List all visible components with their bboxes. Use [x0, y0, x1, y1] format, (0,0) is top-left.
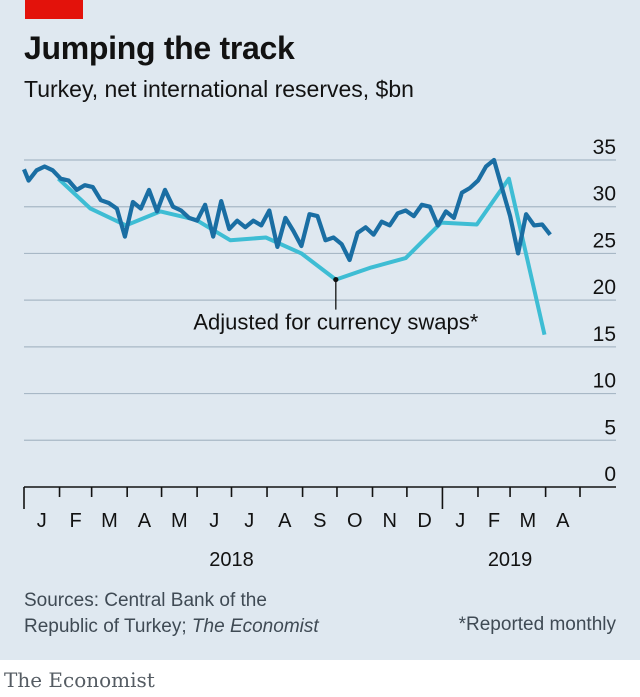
- source-line-2-plain: Republic of Turkey;: [24, 616, 192, 637]
- x-year-label: 2019: [488, 549, 533, 571]
- chart-subtitle: Turkey, net international reserves, $bn: [24, 76, 414, 102]
- footnote: *Reported monthly: [458, 614, 616, 635]
- y-tick-label: 5: [604, 416, 616, 439]
- x-month-label: A: [278, 510, 292, 532]
- publisher-logo: The Economist: [4, 668, 155, 692]
- x-month-label: J: [37, 510, 47, 532]
- x-month-label: S: [313, 510, 326, 532]
- y-tick-label: 15: [593, 323, 616, 346]
- source-note: Sources: Central Bank of the Republic of…: [24, 588, 319, 640]
- series-line-main: [22, 157, 552, 263]
- x-month-label: M: [101, 510, 118, 532]
- x-month-label: D: [417, 510, 431, 532]
- x-month-label: N: [382, 510, 396, 532]
- brand-red-tag: [25, 0, 83, 19]
- x-month-label: M: [171, 510, 188, 532]
- x-month-label: F: [69, 510, 81, 532]
- y-tick-label: 35: [593, 136, 616, 159]
- annotation: Adjusted for currency swaps*: [193, 276, 479, 335]
- x-month-label: J: [209, 510, 219, 532]
- y-tick-label: 25: [593, 229, 616, 252]
- source-line-1: Sources: Central Bank of the: [24, 590, 267, 611]
- source-line-2-italic: The Economist: [191, 616, 319, 637]
- x-month-label: F: [488, 510, 500, 532]
- series-line-adjusted: [57, 176, 547, 336]
- x-month-label: J: [455, 510, 465, 532]
- x-month-label: M: [520, 510, 537, 532]
- y-tick-labels: 0 5 10 15 20 25 30 35: [593, 136, 616, 486]
- y-tick-label: 30: [593, 183, 616, 206]
- annotation-label: Adjusted for currency swaps*: [193, 310, 478, 335]
- y-tick-label: 0: [604, 463, 616, 486]
- x-year-label: 2018: [209, 549, 254, 571]
- x-month-label: J: [244, 510, 254, 532]
- x-month-label: A: [556, 510, 570, 532]
- chart-title: Jumping the track: [24, 30, 295, 66]
- grid-lines: [24, 159, 616, 441]
- series-lines: [22, 157, 552, 336]
- annotation-dot: [333, 276, 339, 283]
- x-month-label: A: [138, 510, 152, 532]
- y-tick-label: 20: [593, 276, 616, 299]
- source-line-2: Republic of Turkey; The Economist: [24, 614, 319, 640]
- chart-panel: Jumping the track Turkey, net internatio…: [0, 0, 640, 660]
- y-tick-label: 10: [593, 370, 616, 393]
- x-month-label: O: [347, 510, 363, 532]
